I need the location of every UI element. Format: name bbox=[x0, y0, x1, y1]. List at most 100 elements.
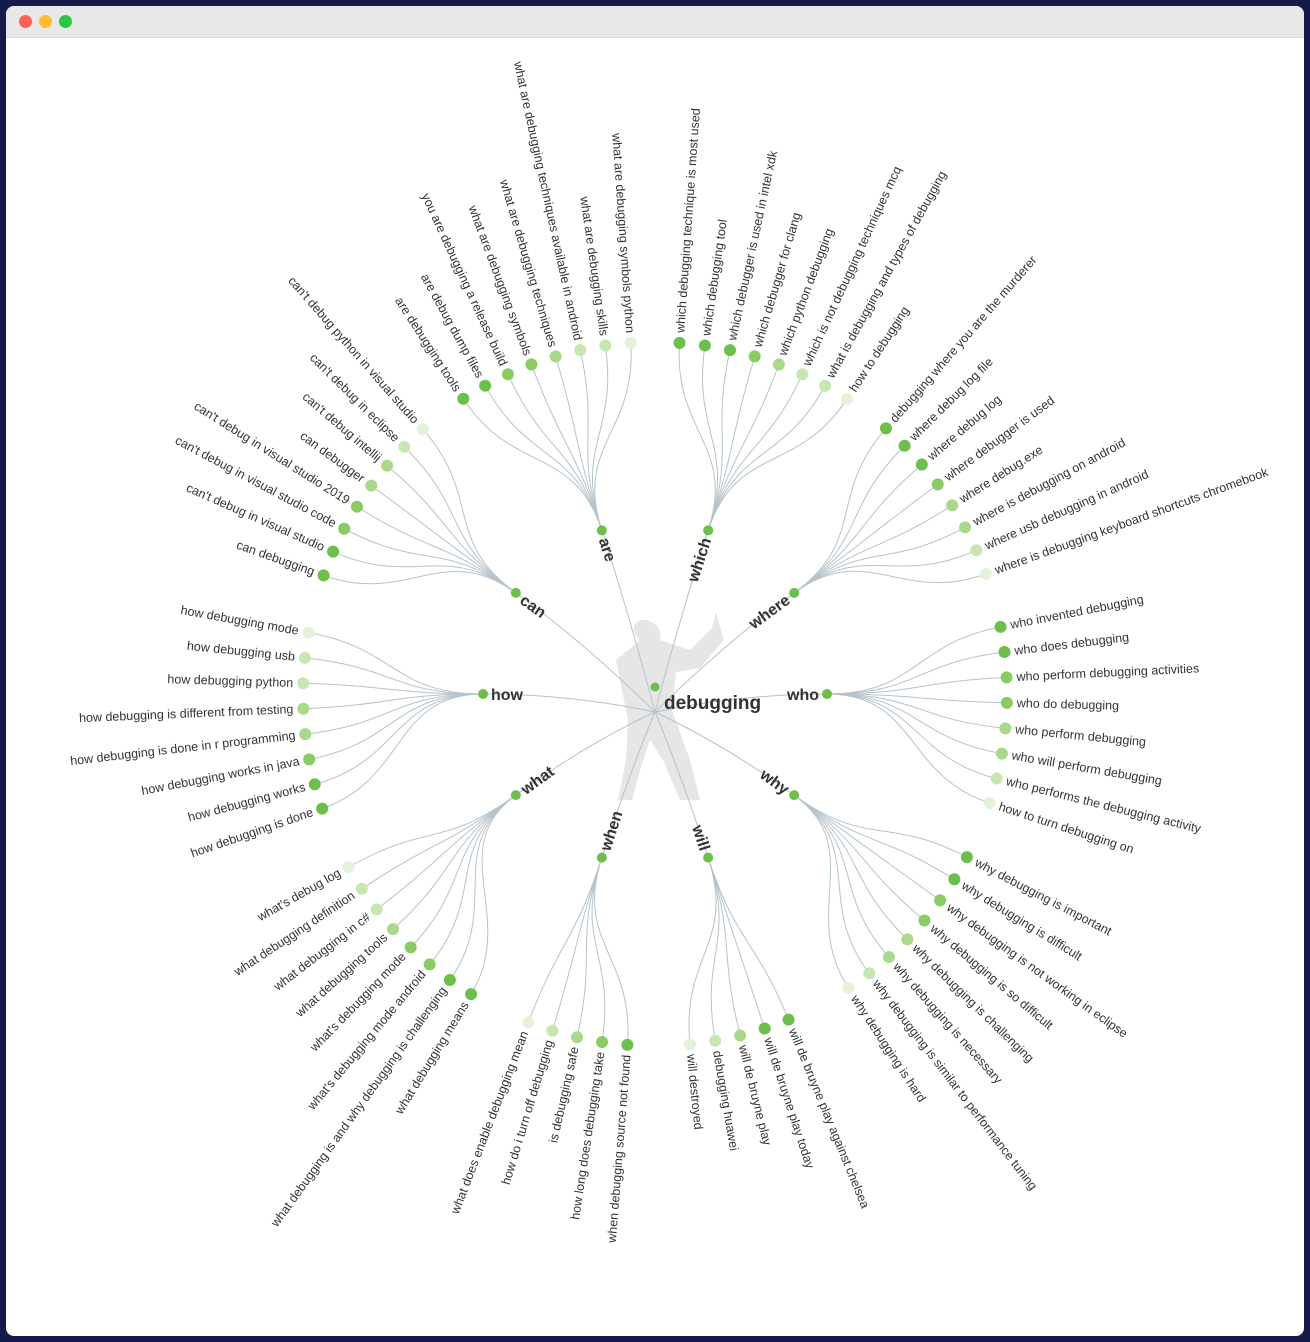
leaf-node[interactable] bbox=[782, 1013, 795, 1026]
leaf-label[interactable]: will destroyed bbox=[684, 1053, 706, 1131]
leaf-node[interactable] bbox=[298, 651, 311, 664]
leaf-node[interactable] bbox=[398, 440, 411, 453]
leaf-node[interactable] bbox=[308, 778, 321, 791]
leaf-label[interactable]: are debugging tools bbox=[392, 294, 464, 394]
branch-label-which[interactable]: which bbox=[685, 536, 715, 585]
leaf-label[interactable]: what debugging is and why debugging is c… bbox=[268, 984, 450, 1230]
leaf-node[interactable] bbox=[842, 982, 855, 995]
leaf-node[interactable] bbox=[479, 379, 492, 392]
branch-label-will[interactable]: will bbox=[688, 822, 712, 853]
leaf-node[interactable] bbox=[522, 1016, 535, 1029]
leaf-node[interactable] bbox=[370, 903, 383, 916]
leaf-node[interactable] bbox=[457, 392, 470, 405]
leaf-label[interactable]: what are debugging symbols python bbox=[609, 132, 637, 334]
leaf-label[interactable]: which debugging technique is most used bbox=[673, 108, 703, 335]
leaf-label[interactable]: what are debugging techniques available … bbox=[511, 59, 585, 341]
leaf-label[interactable]: how debugging mode bbox=[180, 603, 300, 638]
leaf-node[interactable] bbox=[549, 350, 562, 363]
leaf-node[interactable] bbox=[525, 358, 538, 371]
branch-label-are[interactable]: are bbox=[595, 536, 619, 564]
leaf-node[interactable] bbox=[338, 522, 351, 535]
leaf-label[interactable]: how debugging usb bbox=[186, 639, 295, 664]
close-window-button[interactable] bbox=[19, 15, 32, 28]
leaf-node[interactable] bbox=[574, 344, 587, 357]
leaf-label[interactable]: what are debugging skills bbox=[577, 195, 611, 337]
leaf-node[interactable] bbox=[404, 941, 417, 954]
leaf-node[interactable] bbox=[748, 350, 761, 363]
leaf-node[interactable] bbox=[840, 392, 853, 405]
leaf-node[interactable] bbox=[299, 728, 312, 741]
maximize-window-button[interactable] bbox=[59, 15, 72, 28]
leaf-node[interactable] bbox=[683, 1038, 696, 1051]
leaf-node[interactable] bbox=[734, 1029, 747, 1042]
leaf-label[interactable]: where debug log bbox=[924, 392, 1004, 464]
leaf-node[interactable] bbox=[931, 478, 944, 491]
leaf-node[interactable] bbox=[1000, 696, 1013, 709]
leaf-node[interactable] bbox=[772, 358, 785, 371]
minimize-window-button[interactable] bbox=[39, 15, 52, 28]
leaf-label[interactable]: who perform debugging activities bbox=[1015, 661, 1199, 684]
leaf-node[interactable] bbox=[316, 802, 329, 815]
leaf-node[interactable] bbox=[901, 933, 914, 946]
branch-node[interactable] bbox=[510, 587, 521, 598]
leaf-node[interactable] bbox=[758, 1022, 771, 1035]
leaf-node[interactable] bbox=[898, 439, 911, 452]
leaf-node[interactable] bbox=[342, 861, 355, 874]
leaf-label[interactable]: debugging huawei bbox=[710, 1049, 741, 1151]
leaf-node[interactable] bbox=[303, 753, 316, 766]
leaf-node[interactable] bbox=[994, 620, 1007, 633]
leaf-node[interactable] bbox=[863, 967, 876, 980]
leaf-node[interactable] bbox=[983, 797, 996, 810]
branch-node[interactable] bbox=[703, 525, 714, 536]
leaf-node[interactable] bbox=[999, 722, 1012, 735]
leaf-label[interactable]: who invented debugging bbox=[1008, 592, 1145, 632]
leaf-label[interactable]: debugging where you are the murderer bbox=[887, 253, 1039, 425]
branch-label-when[interactable]: when bbox=[597, 809, 626, 854]
leaf-node[interactable] bbox=[596, 1035, 609, 1048]
leaf-node[interactable] bbox=[317, 569, 330, 582]
leaf-node[interactable] bbox=[423, 958, 436, 971]
leaf-node[interactable] bbox=[709, 1034, 722, 1047]
leaf-label[interactable]: how debugging is different from testing bbox=[79, 702, 294, 725]
leaf-node[interactable] bbox=[882, 951, 895, 964]
leaf-node[interactable] bbox=[302, 626, 315, 639]
leaf-node[interactable] bbox=[501, 368, 514, 381]
leaf-node[interactable] bbox=[465, 988, 478, 1001]
leaf-label[interactable]: which debugging tool bbox=[699, 218, 730, 337]
leaf-node[interactable] bbox=[946, 499, 959, 512]
leaf-node[interactable] bbox=[673, 336, 686, 349]
branch-label-where[interactable]: where bbox=[745, 592, 793, 634]
leaf-label[interactable]: when debugging source not found bbox=[605, 1054, 634, 1244]
branch-node[interactable] bbox=[510, 790, 521, 801]
leaf-node[interactable] bbox=[387, 923, 400, 936]
leaf-node[interactable] bbox=[599, 339, 612, 352]
leaf-label[interactable]: who does debugging bbox=[1013, 630, 1130, 658]
leaf-node[interactable] bbox=[796, 368, 809, 381]
leaf-node[interactable] bbox=[995, 747, 1008, 760]
leaf-label[interactable]: who do debugging bbox=[1016, 696, 1120, 713]
branch-node[interactable] bbox=[596, 852, 607, 863]
leaf-node[interactable] bbox=[443, 974, 456, 987]
leaf-label[interactable]: who perform debugging bbox=[1014, 722, 1147, 749]
leaf-node[interactable] bbox=[918, 914, 931, 927]
branch-label-how[interactable]: how bbox=[491, 687, 524, 704]
leaf-label[interactable]: how debugging python bbox=[167, 672, 293, 690]
leaf-node[interactable] bbox=[624, 336, 637, 349]
leaf-node[interactable] bbox=[350, 500, 363, 513]
leaf-label[interactable]: is debugging safe bbox=[546, 1045, 581, 1144]
branch-node[interactable] bbox=[822, 689, 832, 699]
leaf-node[interactable] bbox=[979, 567, 992, 580]
leaf-node[interactable] bbox=[934, 894, 947, 907]
leaf-node[interactable] bbox=[723, 344, 736, 357]
root-node[interactable] bbox=[650, 682, 660, 692]
leaf-node[interactable] bbox=[416, 423, 429, 436]
leaf-node[interactable] bbox=[970, 544, 983, 557]
leaf-node[interactable] bbox=[990, 772, 1003, 785]
leaf-node[interactable] bbox=[1000, 671, 1013, 684]
leaf-node[interactable] bbox=[381, 459, 394, 472]
leaf-node[interactable] bbox=[960, 851, 973, 864]
leaf-node[interactable] bbox=[355, 882, 368, 895]
branch-node[interactable] bbox=[478, 689, 488, 699]
branch-node[interactable] bbox=[596, 525, 607, 536]
leaf-node[interactable] bbox=[546, 1024, 559, 1037]
